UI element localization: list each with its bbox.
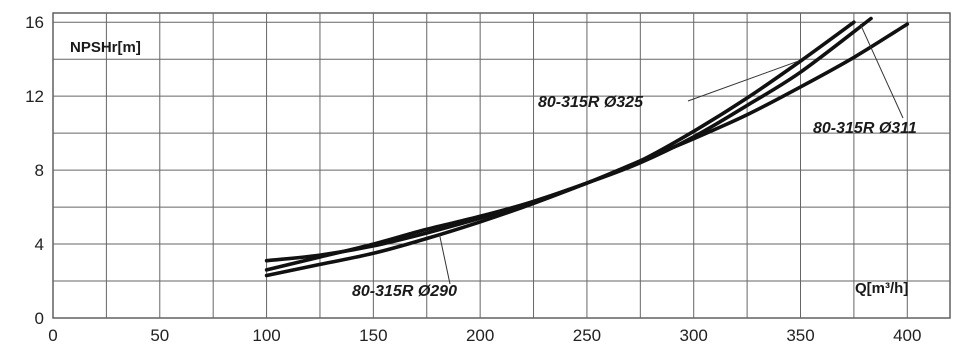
x-tick-label: 200 [466,326,494,345]
x-tick-label: 0 [48,326,57,345]
y-tick-label: 0 [35,309,44,328]
leader-290 [439,234,451,285]
x-tick-label: 100 [252,326,280,345]
curve-label-290: 80-315R Ø290 [352,283,457,300]
curve-label-325: 80-315R Ø325 [538,94,644,111]
x-tick-label: 350 [786,326,814,345]
x-tick-label: 400 [893,326,921,345]
y-tick-label: 8 [35,161,44,180]
leader-311 [859,23,904,119]
x-tick-label: 300 [680,326,708,345]
annotation-leaders [439,23,904,285]
tick-labels: 0 50 100 150 200 250 300 350 400 0 4 8 12 16 [25,13,921,345]
x-axis-label: Q[m³/h] [855,280,908,297]
curve-290 [264,22,910,278]
y-tick-label: 12 [25,87,44,106]
y-axis-label: NPSHr[m] [70,39,141,56]
leader-325 [687,60,799,102]
curves [264,16,910,278]
grid [52,12,951,319]
x-tick-label: 50 [150,326,169,345]
y-tick-label: 4 [35,235,44,254]
curve-label-311: 80-315R Ø311 [813,120,917,137]
y-tick-label: 16 [25,13,44,32]
x-tick-label: 150 [359,326,387,345]
x-tick-label: 250 [573,326,601,345]
